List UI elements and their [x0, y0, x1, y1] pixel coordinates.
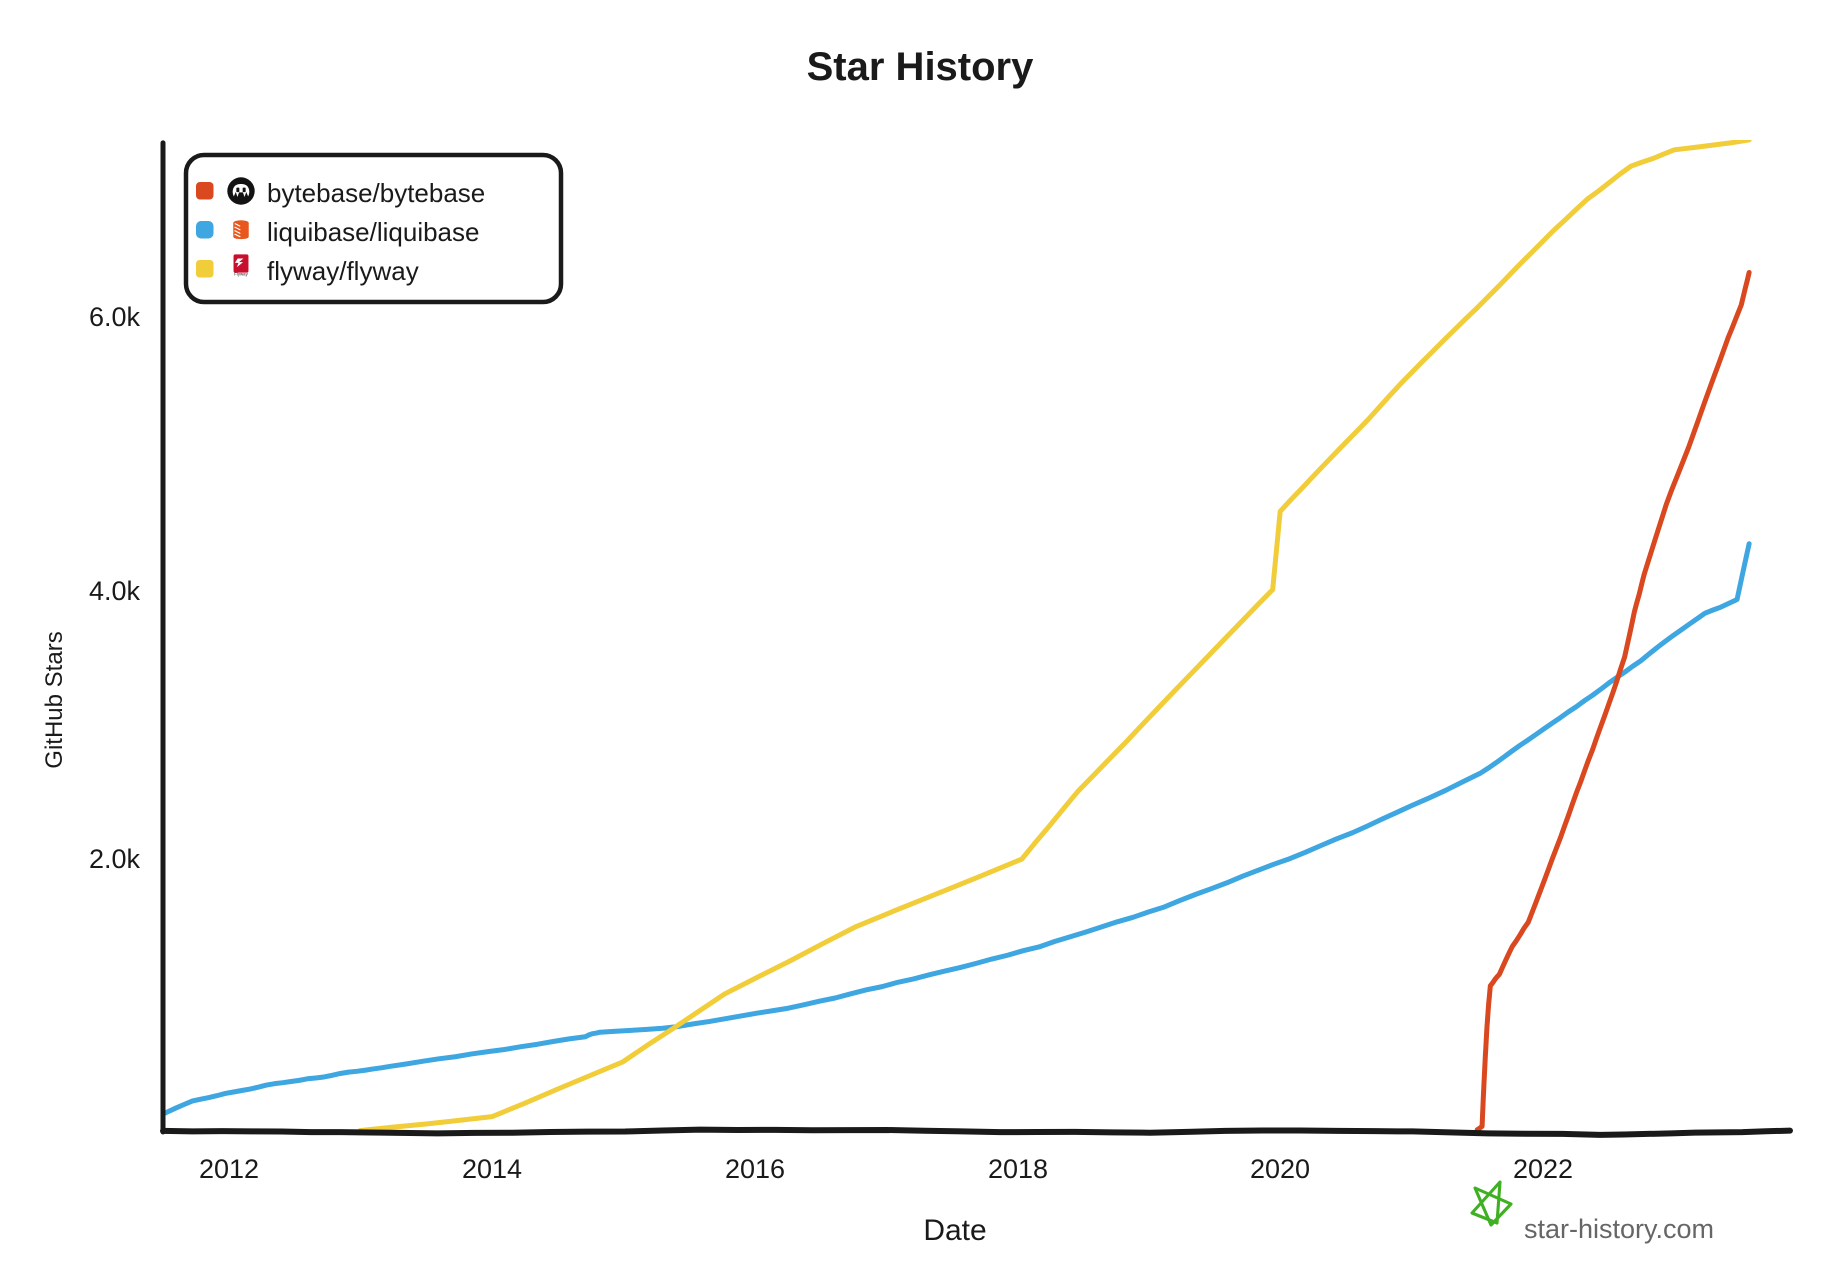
svg-text:4.0k: 4.0k	[89, 576, 141, 606]
svg-text:2012: 2012	[199, 1154, 259, 1184]
svg-text:bytebase/bytebase: bytebase/bytebase	[267, 178, 485, 208]
svg-text:GitHub Stars: GitHub Stars	[41, 631, 68, 768]
svg-text:2018: 2018	[988, 1154, 1048, 1184]
svg-text:star-history.com: star-history.com	[1524, 1214, 1714, 1244]
svg-text:Flyway: Flyway	[234, 272, 248, 277]
svg-text:2014: 2014	[462, 1154, 522, 1184]
svg-text:Star History: Star History	[807, 45, 1034, 89]
svg-text:2.0k: 2.0k	[89, 844, 141, 874]
svg-text:2020: 2020	[1250, 1154, 1310, 1184]
svg-text:2016: 2016	[725, 1154, 785, 1184]
svg-text:6.0k: 6.0k	[89, 302, 141, 332]
svg-text:flyway/flyway: flyway/flyway	[267, 256, 419, 286]
svg-text:2022: 2022	[1513, 1154, 1573, 1184]
svg-text:Date: Date	[923, 1214, 986, 1247]
svg-text:liquibase/liquibase: liquibase/liquibase	[267, 217, 479, 247]
